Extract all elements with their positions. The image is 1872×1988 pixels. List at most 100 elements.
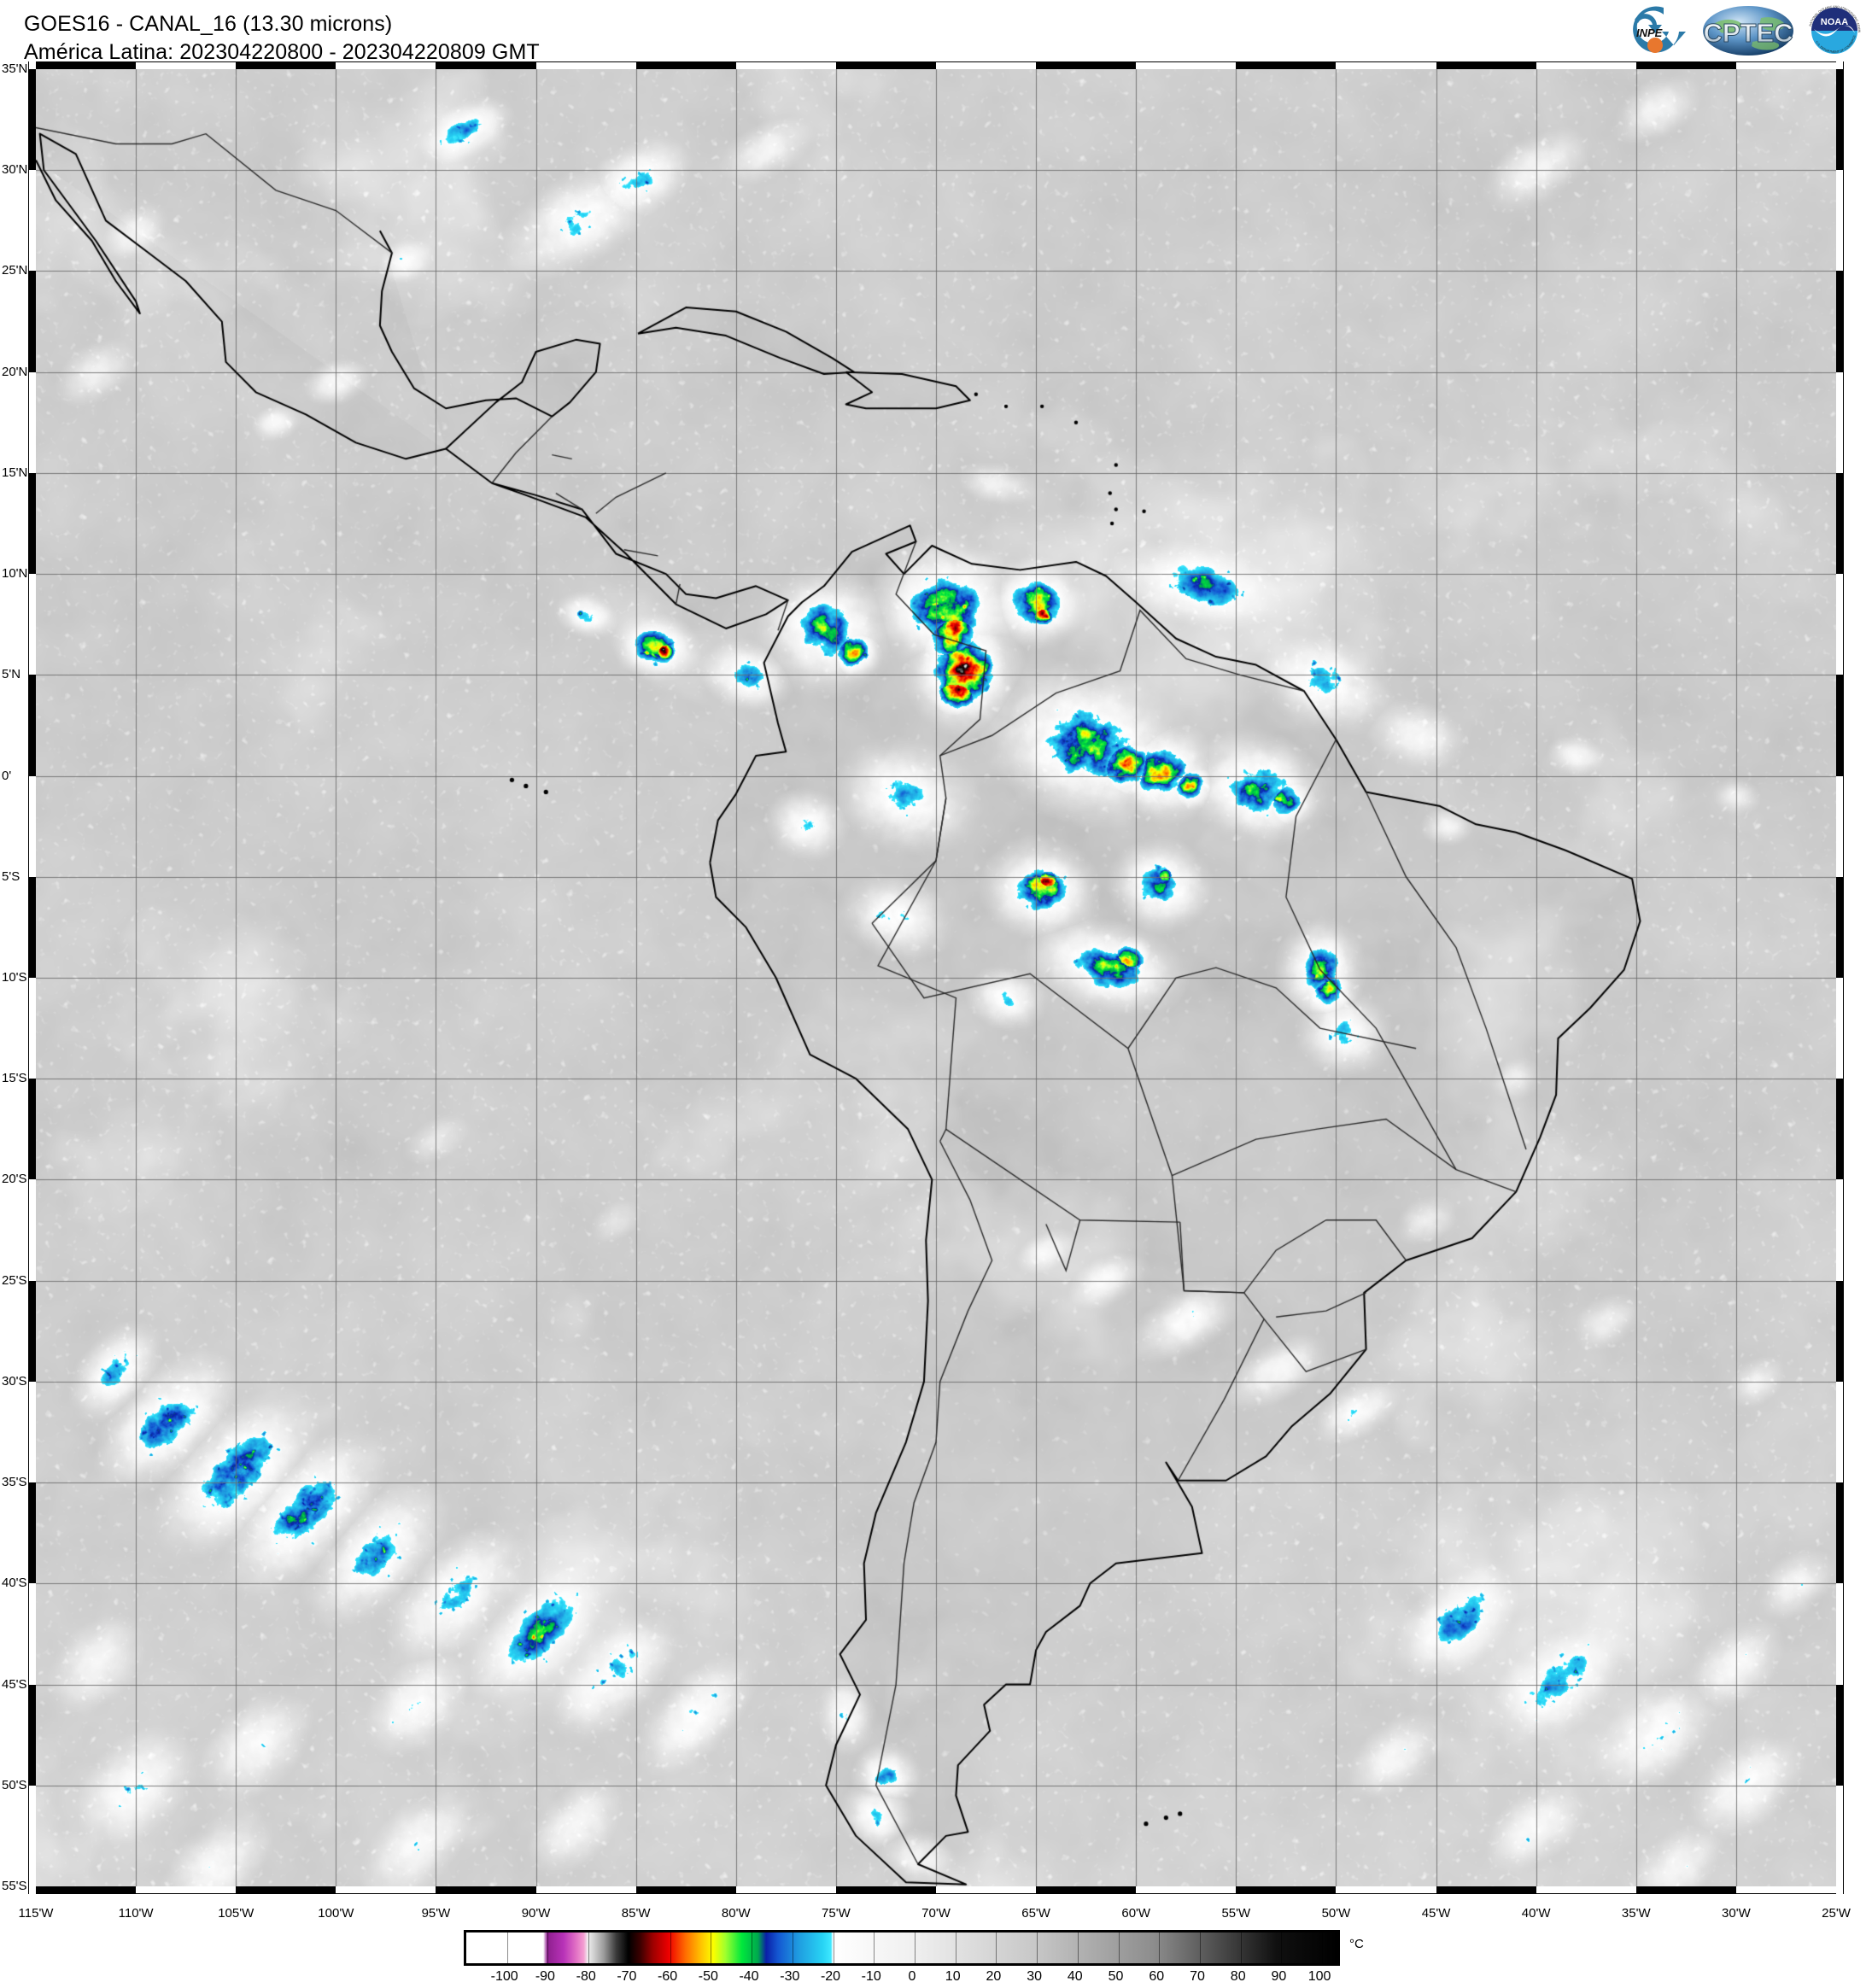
logo-bar: INPE	[1612, 0, 1863, 60]
satellite-imagery-canvas[interactable]	[36, 69, 1836, 1886]
colorbar-tick-label: -70	[617, 1969, 637, 1984]
latitude-tick-label: 55'S	[2, 1879, 27, 1893]
frame-tick-segment	[835, 61, 936, 69]
frame-tick-segment	[28, 1280, 36, 1382]
frame-tick-segment	[1836, 876, 1844, 978]
map-frame-left	[28, 61, 36, 1894]
colorbar-tick-label: 60	[1149, 1969, 1165, 1984]
longitude-tick-label: 75'W	[822, 1906, 851, 1921]
longitude-tick-label: 115'W	[18, 1906, 54, 1921]
colorbar-tickline	[506, 1932, 508, 1963]
colorbar-tick-label: -80	[576, 1969, 596, 1984]
cptec-logo-icon: CPTEC	[1703, 6, 1793, 56]
latitude-tick-label: 5'S	[2, 868, 20, 884]
latitude-tick-label: 45'S	[2, 1676, 27, 1692]
colorbar[interactable]	[464, 1930, 1340, 1966]
header: GOES16 - CANAL_16 (13.30 microns) Améric…	[0, 0, 1872, 64]
frame-tick-segment	[36, 1886, 137, 1894]
colorbar-tick-label: 70	[1190, 1969, 1205, 1984]
frame-tick-segment	[1836, 271, 1844, 372]
longitude-tick-label: 80'W	[721, 1906, 751, 1921]
longitude-tick-label: 25'W	[1822, 1906, 1851, 1921]
frame-tick-segment	[1836, 1684, 1844, 1786]
frame-tick-segment	[36, 61, 137, 69]
longitude-tick-label: 70'W	[921, 1906, 951, 1921]
frame-tick-segment	[1436, 1886, 1536, 1894]
colorbar-tick-label: 90	[1271, 1969, 1287, 1984]
longitude-tick-label: 95'W	[421, 1906, 451, 1921]
colorbar-tick-label: -40	[739, 1969, 759, 1984]
latitude-tick-label: 15'N	[2, 465, 28, 480]
colorbar-tick-label: 40	[1067, 1969, 1083, 1984]
colorbar-tickline	[1322, 1932, 1324, 1963]
frame-tick-segment	[1236, 1886, 1337, 1894]
colorbar-tick-label: 80	[1230, 1969, 1246, 1984]
frame-hairline	[28, 61, 29, 1894]
colorbar-tick-label: -20	[820, 1969, 841, 1984]
frame-tick-segment	[28, 271, 36, 372]
inpe-logo-icon: INPE	[1633, 6, 1686, 53]
colorbar-tickline	[1037, 1932, 1038, 1963]
longitude-tick-label: 100'W	[318, 1906, 354, 1921]
frame-tick-segment	[1036, 1886, 1137, 1894]
latitude-tick-label: 0'	[2, 768, 12, 783]
colorbar-tickline	[629, 1932, 630, 1963]
frame-tick-segment	[28, 1482, 36, 1584]
colorbar-tick-label: -60	[658, 1969, 678, 1984]
colorbar-tick-label: 50	[1108, 1969, 1124, 1984]
latitude-tick-label: 5'N	[2, 667, 21, 682]
colorbar-tickline	[914, 1932, 916, 1963]
frame-tick-segment	[28, 675, 36, 776]
latitude-tick-label: 35'S	[2, 1475, 27, 1490]
frame-tick-segment	[28, 1079, 36, 1180]
colorbar-tick-label: -50	[698, 1969, 718, 1984]
noaa-logo: NOAA NATIONAL OCEANIC AND ATMOSPHERIC AD…	[1805, 0, 1863, 59]
colorbar-tick-label: 10	[945, 1969, 961, 1984]
frame-hairline	[28, 1893, 1844, 1894]
colorbar-tick-label: -10	[861, 1969, 881, 1984]
frame-tick-segment	[236, 61, 336, 69]
colorbar-tick-label: 100	[1307, 1969, 1331, 1984]
longitude-tick-label: 40'W	[1521, 1906, 1551, 1921]
inpe-logo-text: INPE	[1636, 26, 1663, 39]
frame-tick-segment	[1836, 675, 1844, 776]
map-frame-right	[1836, 61, 1844, 1894]
latitude-tick-label: 20'N	[2, 364, 28, 379]
frame-tick-segment	[1236, 61, 1337, 69]
latitude-tick-label: 25'S	[2, 1272, 27, 1288]
colorbar-tickline	[1200, 1932, 1201, 1963]
colorbar-tick-label: -30	[780, 1969, 800, 1984]
frame-tick-segment	[1635, 1886, 1736, 1894]
satellite-map[interactable]	[28, 61, 1844, 1894]
frame-tick-segment	[835, 1886, 936, 1894]
map-frame-bottom	[28, 1886, 1844, 1894]
frame-tick-segment	[236, 1886, 336, 1894]
frame-tick-segment	[1836, 69, 1844, 171]
map-frame-top	[28, 61, 1844, 69]
colorbar-tickline	[1159, 1932, 1161, 1963]
colorbar-tick-label: -90	[535, 1969, 555, 1984]
frame-tick-segment	[436, 61, 536, 69]
cptec-logo: CPTEC	[1701, 4, 1795, 57]
frame-tick-segment	[635, 1886, 736, 1894]
colorbar-tick-label: 0	[908, 1969, 916, 1984]
colorbar-tickline	[874, 1932, 875, 1963]
latitude-tick-label: 30'S	[2, 1373, 27, 1389]
frame-hairline	[28, 61, 1844, 62]
frame-tick-segment	[28, 69, 36, 171]
colorbar-tick-label: 20	[986, 1969, 1002, 1984]
colorbar-tick-label: -100	[490, 1969, 518, 1984]
colorbar-tickline	[588, 1932, 590, 1963]
latitude-tick-label: 50'S	[2, 1777, 27, 1792]
frame-tick-segment	[28, 1684, 36, 1786]
frame-tick-segment	[1635, 61, 1736, 69]
longitude-tick-label: 65'W	[1021, 1906, 1050, 1921]
frame-hairline	[1843, 61, 1844, 1894]
frame-tick-segment	[1836, 1280, 1844, 1382]
frame-tick-segment	[436, 1886, 536, 1894]
longitude-tick-label: 105'W	[218, 1906, 254, 1921]
longitude-tick-label: 110'W	[118, 1906, 154, 1921]
latitude-tick-label: 10'S	[2, 970, 27, 985]
latitude-tick-label: 30'N	[2, 162, 28, 178]
